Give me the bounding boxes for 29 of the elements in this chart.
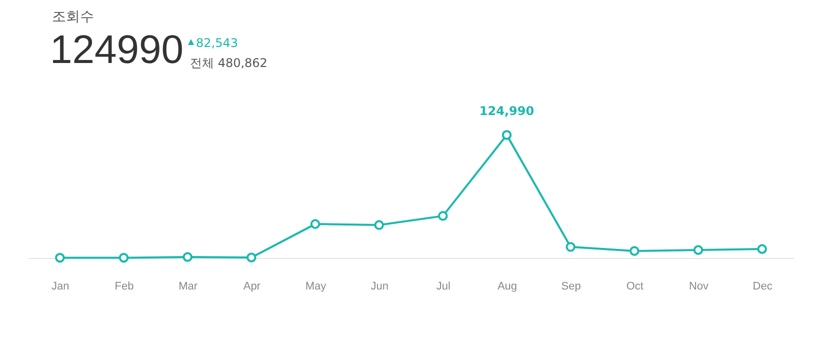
text: 82,543 xyxy=(196,36,238,50)
point xyxy=(310,219,320,229)
x-tick-label: Oct xyxy=(626,280,644,292)
x-tick-label: Sep xyxy=(561,280,581,292)
x-tick-label: Apr xyxy=(243,280,261,292)
x-tick-label: Dec xyxy=(752,280,773,292)
point xyxy=(693,245,704,255)
text: 전체 480,862 xyxy=(190,55,268,72)
x-tick-label: Jul xyxy=(436,280,450,292)
point xyxy=(118,252,129,263)
x-tick-label: May xyxy=(305,280,327,292)
text: 124,990 xyxy=(479,104,534,118)
point xyxy=(438,211,448,221)
x-tick-label: Mar xyxy=(178,280,198,292)
point xyxy=(182,252,192,262)
point xyxy=(246,252,256,262)
x-tick-label: Feb xyxy=(114,280,134,292)
chart-subtitle: 124990 xyxy=(50,28,184,72)
x-tick-label: Aug xyxy=(497,280,518,292)
point xyxy=(566,242,576,252)
point xyxy=(630,246,640,256)
point xyxy=(757,244,767,254)
x-tick-label: Jun xyxy=(370,280,388,292)
point xyxy=(502,130,512,140)
point xyxy=(374,220,384,230)
x-tick-label: Jan xyxy=(52,280,70,292)
x-tick-label: Nov xyxy=(688,280,710,292)
point xyxy=(55,252,65,263)
chart-title: 조회수 xyxy=(52,8,94,26)
